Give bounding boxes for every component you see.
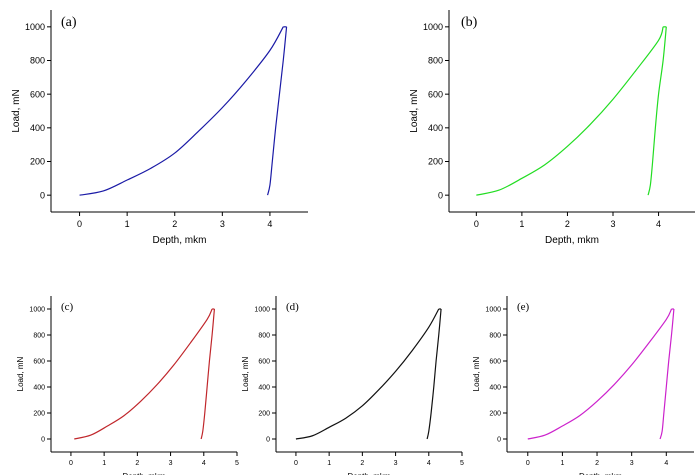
panel-label: (b) [461, 15, 478, 30]
y-tick-label: 1000 [423, 22, 443, 32]
y-tick-label: 400 [489, 384, 501, 391]
x-tick-label: 3 [169, 460, 173, 467]
x-tick-label: 2 [595, 460, 599, 467]
x-axis-title: Depth, mkm [122, 472, 165, 475]
x-tick-label: 2 [172, 219, 177, 229]
y-tick-label: 600 [258, 358, 270, 365]
unloading-curve [659, 308, 675, 440]
unloading-curve [426, 308, 442, 440]
y-tick-label: 800 [489, 332, 501, 339]
panel-b: 0 200 400 600 800 1000 0 1 2 3 4 Depth, mkm Load, mN… [409, 10, 695, 246]
x-axis-title: Depth, mkm [347, 472, 390, 475]
y-axis-title: Load, mN [11, 89, 22, 132]
y-tick-label: 800 [30, 56, 45, 66]
y-tick-label: 0 [40, 190, 45, 200]
x-tick-label: 4 [664, 460, 668, 467]
panel-label: (d) [286, 301, 299, 313]
y-tick-label: 400 [258, 384, 270, 391]
x-tick-label: 4 [427, 460, 431, 467]
y-tick-label: 800 [33, 332, 45, 339]
y-tick-label: 1000 [29, 306, 45, 313]
panel-a: 0 200 400 600 800 1000 0 1 2 3 4 Depth, mkm Load, mN… [11, 10, 308, 246]
y-tick-label: 600 [30, 89, 45, 99]
x-tick-label: 2 [565, 219, 570, 229]
loading-curve [295, 308, 440, 440]
y-tick-label: 0 [497, 436, 501, 443]
y-tick-label: 600 [33, 358, 45, 365]
panel-e: 0 200 400 600 800 1000 0 1 2 3 4 Depth, mkm Load, mN… [472, 296, 694, 475]
unloading-curve [647, 26, 667, 196]
y-tick-label: 400 [428, 123, 443, 133]
x-tick-label: 2 [360, 460, 364, 467]
x-axis-title: Depth, mkm [545, 235, 599, 246]
panel-d: 0 200 400 600 800 1000 0 1 2 3 4 5 Depth, mkm Load, m… [241, 296, 464, 475]
x-tick-label: 3 [394, 460, 398, 467]
x-tick-label: 4 [267, 219, 272, 229]
x-tick-label: 4 [656, 219, 661, 229]
y-tick-label: 600 [428, 89, 443, 99]
loading-curve [476, 26, 664, 196]
y-tick-label: 400 [33, 384, 45, 391]
x-tick-label: 3 [220, 219, 225, 229]
y-tick-label: 600 [489, 358, 501, 365]
x-tick-label: 0 [77, 219, 82, 229]
x-tick-label: 0 [294, 460, 298, 467]
unloading-curve [200, 308, 216, 440]
y-tick-label: 0 [438, 190, 443, 200]
x-tick-label: 4 [202, 460, 206, 467]
y-tick-label: 800 [258, 332, 270, 339]
y-tick-label: 1000 [254, 306, 270, 313]
x-tick-label: 0 [69, 460, 73, 467]
x-axis-title: Depth, mkm [153, 235, 207, 246]
y-tick-label: 1000 [485, 306, 501, 313]
y-tick-label: 200 [258, 410, 270, 417]
loading-curve [74, 308, 213, 440]
x-tick-label: 5 [460, 460, 464, 467]
y-tick-label: 800 [428, 56, 443, 66]
x-tick-label: 5 [235, 460, 239, 467]
panel-label: (c) [61, 301, 74, 313]
y-tick-label: 400 [30, 123, 45, 133]
x-tick-label: 1 [560, 460, 564, 467]
y-tick-label: 0 [266, 436, 270, 443]
unloading-curve [266, 26, 288, 196]
panel-c: 0 200 400 600 800 1000 0 1 2 3 4 5 Depth, mkm Load, m… [16, 296, 239, 475]
loading-curve [79, 26, 284, 196]
panel-label: (e) [517, 301, 530, 313]
y-tick-label: 200 [489, 410, 501, 417]
x-tick-label: 1 [327, 460, 331, 467]
y-axis-title: Load, mN [16, 356, 25, 391]
x-tick-label: 0 [474, 219, 479, 229]
x-tick-label: 2 [135, 460, 139, 467]
x-tick-label: 3 [630, 460, 634, 467]
y-axis-title: Load, mN [241, 356, 250, 391]
y-tick-label: 0 [41, 436, 45, 443]
y-tick-label: 200 [33, 410, 45, 417]
x-tick-label: 1 [519, 219, 524, 229]
x-tick-label: 0 [526, 460, 530, 467]
y-tick-label: 200 [428, 157, 443, 167]
x-tick-label: 3 [610, 219, 615, 229]
y-axis-title: Load, mN [472, 356, 481, 391]
x-tick-label: 1 [102, 460, 106, 467]
y-axis-title: Load, mN [409, 89, 420, 132]
x-axis-title: Depth, mkm [579, 472, 622, 475]
loading-curve [527, 308, 673, 440]
x-tick-label: 1 [125, 219, 130, 229]
y-tick-label: 200 [30, 157, 45, 167]
panel-label: (a) [61, 15, 77, 30]
y-tick-label: 1000 [25, 22, 45, 32]
